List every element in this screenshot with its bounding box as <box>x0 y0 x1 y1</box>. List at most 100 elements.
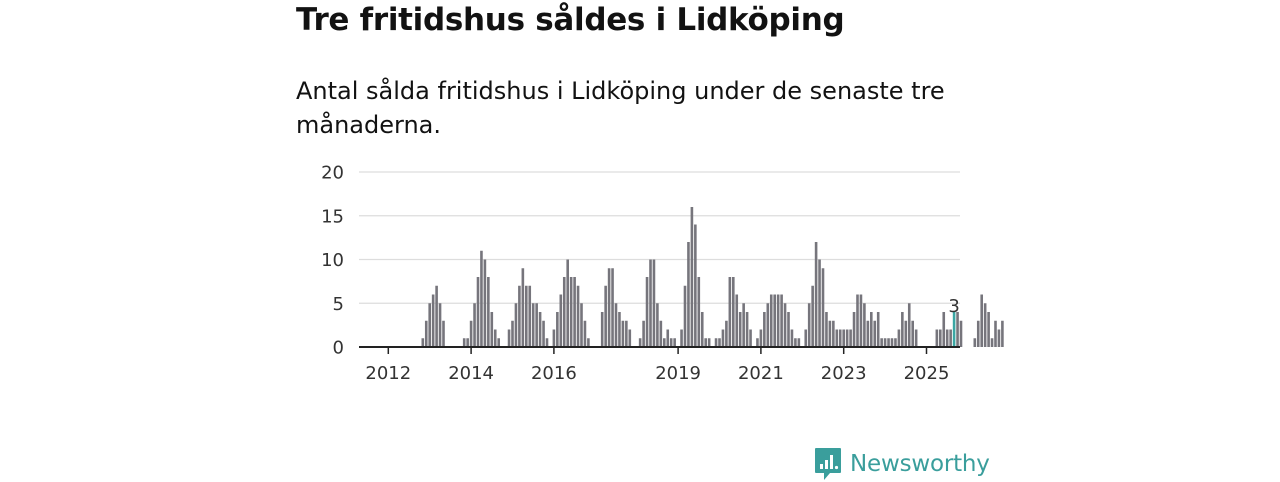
bar-132 <box>842 329 845 347</box>
bar-127 <box>825 312 828 347</box>
bar-83 <box>673 338 676 347</box>
bar-64 <box>607 268 611 347</box>
bar-32 <box>497 338 500 347</box>
bar-166 <box>959 320 963 347</box>
bar-62 <box>600 312 604 347</box>
brand-name: Newsworthy <box>850 451 990 477</box>
bar-146 <box>890 338 894 347</box>
bar-148 <box>897 329 901 347</box>
bar-40 <box>525 285 528 347</box>
bar-86 <box>683 285 687 347</box>
bar-68 <box>621 320 625 347</box>
bar-125 <box>818 259 821 347</box>
bar-28 <box>483 259 487 347</box>
newsworthy-logo[interactable]: Newsworthy <box>814 446 990 482</box>
bar-35 <box>507 329 511 347</box>
bar-117 <box>790 329 794 347</box>
bar-76 <box>649 259 652 347</box>
bar-105 <box>749 329 752 347</box>
bar-123 <box>811 285 814 347</box>
bar-22 <box>462 338 466 347</box>
bar-12 <box>428 303 431 347</box>
bar-57 <box>583 320 587 347</box>
bar-174 <box>987 312 990 347</box>
bar-96 <box>718 338 721 347</box>
bar-67 <box>618 312 621 347</box>
chart-subtitle: Antal sålda fritidshus i Lidköping under… <box>296 77 945 139</box>
bar-41 <box>528 285 532 347</box>
bar-126 <box>821 268 825 347</box>
bar-chart: 0 5 10 15 20 2012 2014 2016 2019 2021 2023 2025 3 <box>321 163 1004 384</box>
bar-151 <box>907 303 911 347</box>
bar-79 <box>659 320 663 347</box>
bar-97 <box>721 329 725 347</box>
bar-161 <box>942 312 946 347</box>
bar-136 <box>856 294 859 347</box>
bar-109 <box>763 312 766 347</box>
bar-162 <box>945 329 949 347</box>
bar-176 <box>994 320 997 347</box>
bar-63 <box>604 285 607 347</box>
y-tick-label-20: 20 <box>321 163 344 184</box>
bar-10 <box>421 338 425 347</box>
bar-153 <box>914 329 918 347</box>
highlight-value-label: 3 <box>948 296 959 317</box>
bar-172 <box>980 294 983 347</box>
bar-177 <box>997 329 1001 347</box>
y-axis-tick-labels: 0 5 10 15 20 <box>321 163 344 359</box>
bar-147 <box>894 338 897 347</box>
x-tick-label-2019: 2019 <box>655 363 701 384</box>
bar-170 <box>973 338 977 347</box>
bar-95 <box>714 338 718 347</box>
bar-74 <box>642 320 645 347</box>
x-tick-label-2014: 2014 <box>448 363 494 384</box>
bar-56 <box>580 303 583 347</box>
bar-93 <box>707 338 711 347</box>
bar-54 <box>573 277 576 347</box>
x-tick-label-2025: 2025 <box>904 363 950 384</box>
bar-chart-speech-bubble-icon <box>815 448 841 480</box>
bar-163 <box>949 329 952 347</box>
y-tick-label-15: 15 <box>321 206 344 227</box>
bar-121 <box>804 329 808 347</box>
bar-118 <box>794 338 797 347</box>
bar-31 <box>493 329 497 347</box>
bar-103 <box>742 303 745 347</box>
bar-87 <box>687 242 690 347</box>
bar-107 <box>756 338 759 347</box>
bar-82 <box>669 338 673 347</box>
bar-99 <box>728 277 732 347</box>
bar-164 <box>952 312 956 347</box>
bar-145 <box>887 338 890 347</box>
bar-130 <box>835 329 839 347</box>
bar-37 <box>514 303 518 347</box>
x-tick-label-2023: 2023 <box>821 363 867 384</box>
bar-89 <box>694 224 697 347</box>
bar-52 <box>566 259 569 347</box>
bar-29 <box>487 277 490 347</box>
bar-38 <box>518 285 521 347</box>
bar-75 <box>645 277 649 347</box>
bar-11 <box>424 320 428 347</box>
bar-110 <box>766 303 770 347</box>
bar-131 <box>838 329 842 347</box>
bar-104 <box>745 312 749 347</box>
bar-119 <box>797 338 801 347</box>
bar-46 <box>545 338 549 347</box>
bar-140 <box>870 312 873 347</box>
bar-128 <box>828 320 832 347</box>
x-tick-label-2021: 2021 <box>738 363 784 384</box>
bars <box>421 207 1004 347</box>
bar-44 <box>538 312 542 347</box>
bar-30 <box>490 312 494 347</box>
bar-129 <box>832 320 835 347</box>
x-axis-ticks: 2012 2014 2016 2019 2021 2023 2025 <box>365 347 949 384</box>
bar-81 <box>666 329 670 347</box>
bar-122 <box>807 303 811 347</box>
bar-160 <box>939 329 942 347</box>
annotations: 3 <box>948 296 959 317</box>
bar-114 <box>780 294 783 347</box>
bar-143 <box>880 338 883 347</box>
y-tick-label-10: 10 <box>321 250 344 271</box>
bar-115 <box>783 303 787 347</box>
